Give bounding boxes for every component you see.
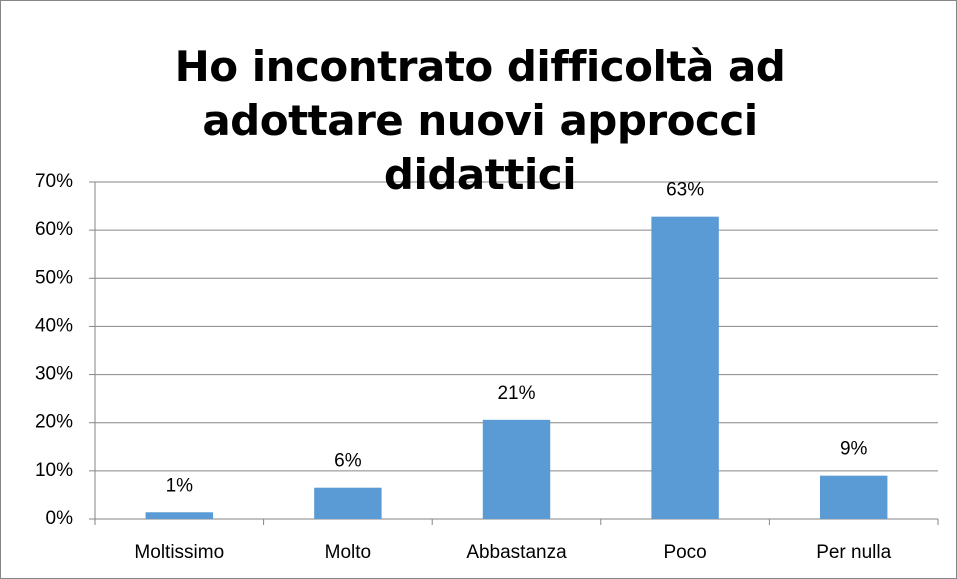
y-tick-label: 60%	[35, 219, 73, 240]
bar	[145, 512, 214, 519]
bar	[819, 475, 888, 519]
y-tick-label: 20%	[35, 412, 73, 433]
y-tick-label: 70%	[35, 171, 73, 192]
bar	[314, 487, 382, 519]
y-tick-label: 30%	[35, 364, 73, 385]
y-tick-label: 0%	[46, 508, 74, 529]
y-tick-label: 10%	[35, 460, 73, 481]
bar	[651, 216, 719, 520]
y-tick-label: 40%	[35, 315, 73, 336]
x-tick-label: Molto	[325, 542, 371, 563]
x-tick-label: Abbastanza	[466, 542, 567, 563]
x-tick-label: Per nulla	[816, 542, 891, 563]
data-label: 21%	[497, 383, 535, 404]
data-label: 6%	[334, 451, 362, 472]
data-label: 63%	[666, 180, 704, 201]
data-label: 1%	[166, 475, 194, 496]
data-label: 9%	[840, 439, 868, 460]
bar	[482, 419, 551, 519]
chart-title: Ho incontrato difficoltà ad adottare nuo…	[174, 42, 786, 199]
x-tick-label: Poco	[663, 542, 706, 563]
x-tick-label: Moltissimo	[134, 542, 224, 563]
y-tick-label: 50%	[35, 267, 73, 288]
